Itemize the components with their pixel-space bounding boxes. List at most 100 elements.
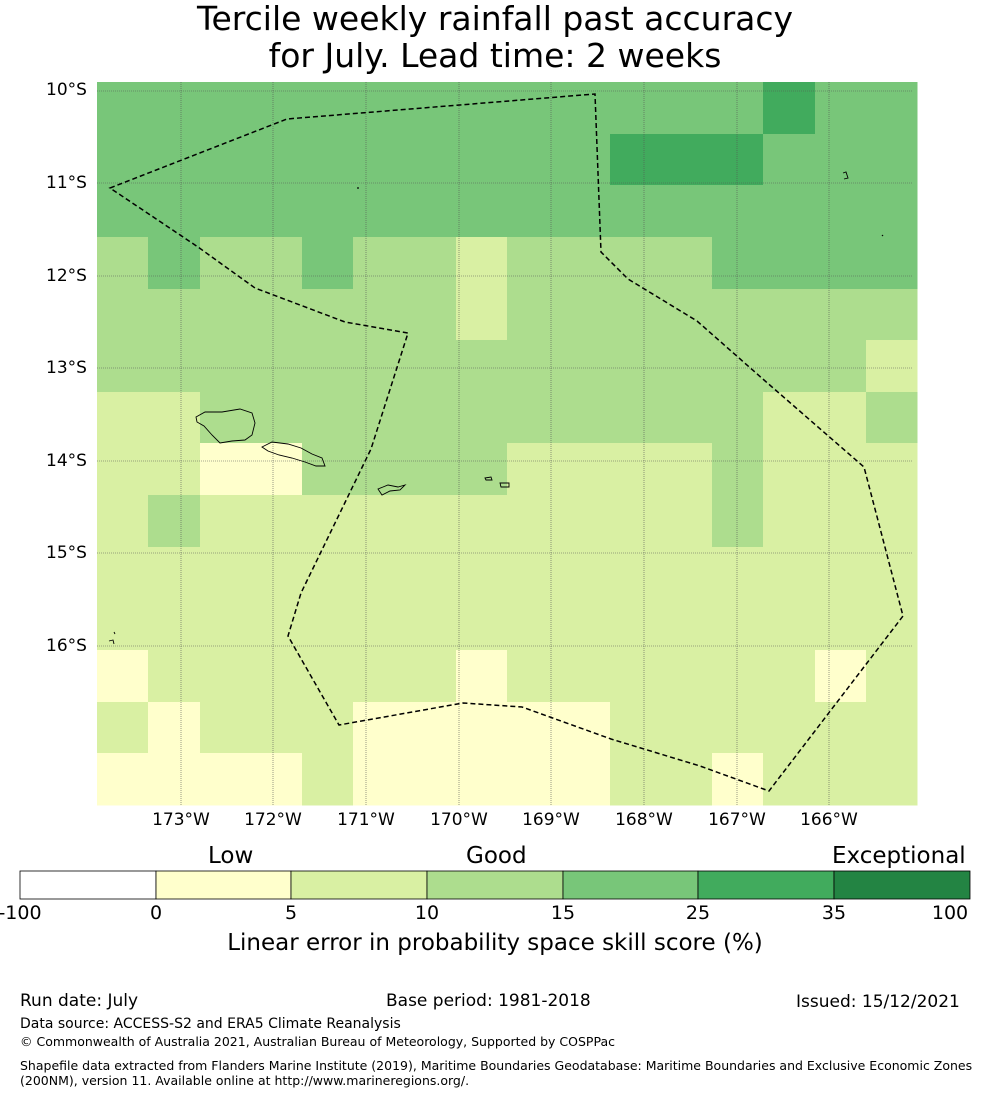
grid-cell [97, 289, 149, 341]
grid-cell [507, 702, 559, 754]
grid-cell [251, 237, 303, 290]
grid-cell [148, 185, 201, 238]
grid-cell [558, 547, 611, 599]
grid-cell [405, 702, 457, 754]
grid-cell [456, 134, 508, 186]
grid-cell [405, 237, 457, 290]
grid-cell [405, 598, 457, 651]
lon-label-169w: 169°W [522, 810, 580, 830]
grid-cell [712, 392, 764, 444]
grid-cell [148, 650, 201, 703]
legend-tick-100: 100 [931, 902, 969, 924]
grid-cell [200, 340, 252, 393]
grid-cell [97, 598, 149, 651]
grid-cell [353, 443, 406, 496]
grid-cell [712, 82, 764, 135]
grid-cell [507, 237, 559, 290]
grid-cell [456, 185, 508, 238]
grid-cell [610, 547, 662, 599]
grid-cell [712, 598, 764, 651]
grid-cell [251, 702, 303, 754]
grid-cell [251, 134, 303, 186]
grid-cell [815, 650, 867, 703]
grid-cell [610, 495, 662, 548]
grid-cell [251, 598, 303, 651]
grid-cell [405, 340, 457, 393]
grid-cell [763, 185, 816, 238]
grid-cell [353, 82, 406, 135]
lon-label-167w: 167°W [708, 810, 766, 830]
grid-cell [763, 289, 816, 341]
grid-cell [200, 392, 252, 444]
grid-cell [866, 598, 918, 651]
grid-cell [712, 753, 764, 806]
upolu-island [261, 441, 326, 467]
grid-cell [610, 443, 662, 496]
grid-cell [507, 547, 559, 599]
grid-cell [661, 340, 713, 393]
grid-cell [712, 495, 764, 548]
grid-cell [200, 237, 252, 290]
grid-cell [763, 702, 816, 754]
grid-cell [661, 82, 713, 135]
colorbar-segment [426, 870, 564, 900]
grid-cell [866, 753, 918, 806]
colorbar-segment [155, 870, 292, 900]
grid-cell [302, 392, 354, 444]
grid-cell [712, 547, 764, 599]
grid-cell [251, 185, 303, 238]
grid-cell [148, 598, 201, 651]
grid-cell [558, 340, 611, 393]
grid-cell [200, 289, 252, 341]
grid-cell [405, 753, 457, 806]
legend-category-good: Good [466, 843, 527, 869]
manua-island-1 [484, 476, 493, 481]
shapefile-credit-line1: Shapefile data extracted from Flanders M… [20, 1058, 973, 1073]
grid-cell [558, 443, 611, 496]
grid-cell [507, 340, 559, 393]
grid-cell [302, 753, 354, 806]
grid-cell [661, 134, 713, 186]
grid-cell [558, 702, 611, 754]
legend-tick-35: 35 [821, 902, 847, 924]
grid-cell [558, 753, 611, 806]
grid-cell [353, 134, 406, 186]
grid-cell [507, 289, 559, 341]
savaii-island [195, 408, 256, 444]
chart-title-line1: Tercile weekly rainfall past accuracy [196, 0, 794, 38]
grid-cell [866, 237, 918, 290]
legend-tick-5: 5 [284, 902, 298, 924]
grid-cell [661, 443, 713, 496]
grid-cell [507, 392, 559, 444]
grid-cell [97, 237, 149, 290]
grid-cell [763, 650, 816, 703]
grid-cell [661, 702, 713, 754]
lat-label-11s: 11°S [46, 173, 87, 193]
grid-cell [200, 495, 252, 548]
grid-cell [251, 82, 303, 135]
grid-cell [507, 598, 559, 651]
grid-cell [763, 340, 816, 393]
colorbar-segment [290, 870, 428, 900]
grid-cell [661, 753, 713, 806]
grid-cell [661, 495, 713, 548]
grid-cell [148, 547, 201, 599]
grid-cell [558, 134, 611, 186]
grid-cell [866, 82, 918, 135]
grid-cell [405, 289, 457, 341]
grid-cell [200, 82, 252, 135]
grid-cell [405, 495, 457, 548]
grid-cell [97, 650, 149, 703]
grid-cell [456, 547, 508, 599]
grid-cell [866, 443, 918, 496]
grid-cell [763, 753, 816, 806]
grid-cell [866, 650, 918, 703]
grid-cell [148, 392, 201, 444]
grid-cell [405, 392, 457, 444]
grid-cell [661, 650, 713, 703]
grid-cell [200, 702, 252, 754]
grid-cell [97, 495, 149, 548]
run-date: Run date: July [20, 991, 139, 1011]
legend-tick-15: 15 [550, 902, 576, 924]
